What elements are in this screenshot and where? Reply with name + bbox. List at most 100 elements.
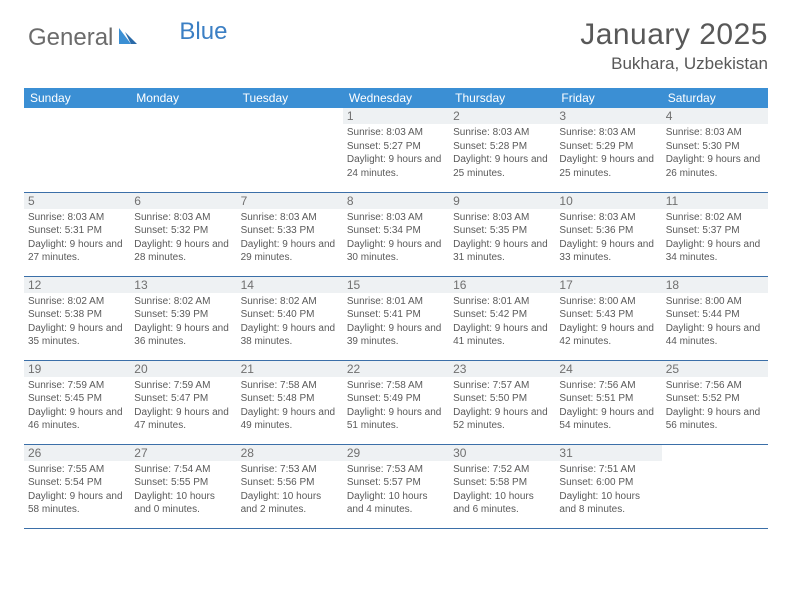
- sunset-line: Sunset: 5:33 PM: [241, 224, 339, 238]
- daylight-line: Daylight: 9 hours and 34 minutes.: [666, 238, 764, 265]
- daylight-line: Daylight: 10 hours and 2 minutes.: [241, 490, 339, 517]
- daylight-line: Daylight: 9 hours and 44 minutes.: [666, 322, 764, 349]
- day-details: Sunrise: 7:53 AMSunset: 5:57 PMDaylight:…: [347, 463, 445, 517]
- day-cell: 12 Sunrise: 8:02 AMSunset: 5:38 PMDayligh…: [24, 276, 130, 360]
- sunset-line: Sunset: 5:47 PM: [134, 392, 232, 406]
- daylight-line: Daylight: 10 hours and 4 minutes.: [347, 490, 445, 517]
- day-details: Sunrise: 8:03 AMSunset: 5:32 PMDaylight:…: [134, 211, 232, 265]
- day-number: 19: [24, 361, 130, 377]
- logo: General Blue: [28, 24, 227, 52]
- day-cell: 6 Sunrise: 8:03 AMSunset: 5:32 PMDaylight…: [130, 192, 236, 276]
- sunset-line: Sunset: 5:39 PM: [134, 308, 232, 322]
- sunset-line: Sunset: 5:29 PM: [559, 140, 657, 154]
- day-number: 10: [555, 193, 661, 209]
- week-row: 19Sunrise: 7:59 AMSunset: 5:45 PMDayligh…: [24, 360, 768, 444]
- day-details: Sunrise: 7:51 AMSunset: 6:00 PMDaylight:…: [559, 463, 657, 517]
- day-number: 12: [24, 277, 130, 293]
- dow-friday: Friday: [555, 88, 661, 108]
- day-cell: 17Sunrise: 8:00 AMSunset: 5:43 PMDayligh…: [555, 276, 661, 360]
- sail-icon: [117, 26, 139, 51]
- day-number: 9: [449, 193, 555, 209]
- daylight-line: Daylight: 10 hours and 8 minutes.: [559, 490, 657, 517]
- day-number: 30: [449, 445, 555, 461]
- daylight-line: Daylight: 9 hours and 51 minutes.: [347, 406, 445, 433]
- day-details: Sunrise: 8:03 AMSunset: 5:35 PMDaylight:…: [453, 211, 551, 265]
- day-details: Sunrise: 7:59 AMSunset: 5:47 PMDaylight:…: [134, 379, 232, 433]
- day-number: 23: [449, 361, 555, 377]
- day-details: Sunrise: 8:01 AMSunset: 5:41 PMDaylight:…: [347, 295, 445, 349]
- dow-saturday: Saturday: [662, 88, 768, 108]
- daylight-line: Daylight: 9 hours and 28 minutes.: [134, 238, 232, 265]
- daylight-line: Daylight: 9 hours and 33 minutes.: [559, 238, 657, 265]
- day-cell: 11Sunrise: 8:02 AMSunset: 5:37 PMDayligh…: [662, 192, 768, 276]
- day-details: Sunrise: 8:00 AMSunset: 5:44 PMDaylight:…: [666, 295, 764, 349]
- location-label: Bukhara, Uzbekistan: [580, 54, 768, 74]
- day-cell: 18Sunrise: 8:00 AMSunset: 5:44 PMDayligh…: [662, 276, 768, 360]
- sunrise-line: Sunrise: 8:03 AM: [453, 126, 551, 140]
- sunrise-line: Sunrise: 8:03 AM: [666, 126, 764, 140]
- day-cell: 13Sunrise: 8:02 AMSunset: 5:39 PMDayligh…: [130, 276, 236, 360]
- sunset-line: Sunset: 5:45 PM: [28, 392, 126, 406]
- dow-sunday: Sunday: [24, 88, 130, 108]
- sunrise-line: Sunrise: 7:58 AM: [347, 379, 445, 393]
- sunset-line: Sunset: 5:44 PM: [666, 308, 764, 322]
- sunset-line: Sunset: 5:37 PM: [666, 224, 764, 238]
- sunrise-line: Sunrise: 8:01 AM: [453, 295, 551, 309]
- daylight-line: Daylight: 9 hours and 24 minutes.: [347, 153, 445, 180]
- sunset-line: Sunset: 5:56 PM: [241, 476, 339, 490]
- day-number: 24: [555, 361, 661, 377]
- sunrise-line: Sunrise: 8:00 AM: [559, 295, 657, 309]
- day-number: 2: [449, 108, 555, 124]
- dow-thursday: Thursday: [449, 88, 555, 108]
- day-cell: 20Sunrise: 7:59 AMSunset: 5:47 PMDayligh…: [130, 360, 236, 444]
- day-number: 22: [343, 361, 449, 377]
- dow-monday: Monday: [130, 88, 236, 108]
- daylight-line: Daylight: 9 hours and 56 minutes.: [666, 406, 764, 433]
- day-details: Sunrise: 8:02 AMSunset: 5:37 PMDaylight:…: [666, 211, 764, 265]
- dow-row: Sunday Monday Tuesday Wednesday Thursday…: [24, 88, 768, 108]
- sunrise-line: Sunrise: 7:53 AM: [241, 463, 339, 477]
- sunrise-line: Sunrise: 7:56 AM: [559, 379, 657, 393]
- day-details: Sunrise: 8:03 AMSunset: 5:34 PMDaylight:…: [347, 211, 445, 265]
- day-number: 31: [555, 445, 661, 461]
- sunrise-line: Sunrise: 7:55 AM: [28, 463, 126, 477]
- daylight-line: Daylight: 9 hours and 27 minutes.: [28, 238, 126, 265]
- day-number: 25: [662, 361, 768, 377]
- day-cell: 1Sunrise: 8:03 AMSunset: 5:27 PMDaylight…: [343, 108, 449, 192]
- daylight-line: Daylight: 9 hours and 38 minutes.: [241, 322, 339, 349]
- day-details: Sunrise: 7:56 AMSunset: 5:51 PMDaylight:…: [559, 379, 657, 433]
- header: General Blue January 2025 Bukhara, Uzbek…: [24, 18, 768, 74]
- day-cell: 30Sunrise: 7:52 AMSunset: 5:58 PMDayligh…: [449, 444, 555, 528]
- day-cell: 28 Sunrise: 7:53 AMSunset: 5:56 PMDayligh…: [237, 444, 343, 528]
- day-cell: [24, 108, 130, 192]
- day-number: 28: [237, 445, 343, 461]
- day-number: 13: [130, 277, 236, 293]
- day-number: 6: [130, 193, 236, 209]
- daylight-line: Daylight: 9 hours and 25 minutes.: [559, 153, 657, 180]
- daylight-line: Daylight: 9 hours and 29 minutes.: [241, 238, 339, 265]
- sunrise-line: Sunrise: 8:03 AM: [453, 211, 551, 225]
- day-details: Sunrise: 8:03 AMSunset: 5:29 PMDaylight:…: [559, 126, 657, 180]
- week-row: 1Sunrise: 8:03 AMSunset: 5:27 PMDaylight…: [24, 108, 768, 192]
- sunrise-line: Sunrise: 8:03 AM: [347, 211, 445, 225]
- day-cell: 25Sunrise: 7:56 AMSunset: 5:52 PMDayligh…: [662, 360, 768, 444]
- day-cell: [130, 108, 236, 192]
- day-details: Sunrise: 8:02 AMSunset: 5:38 PMDaylight:…: [28, 295, 126, 349]
- day-cell: [237, 108, 343, 192]
- day-details: Sunrise: 7:58 AMSunset: 5:48 PMDaylight:…: [241, 379, 339, 433]
- sunrise-line: Sunrise: 8:03 AM: [241, 211, 339, 225]
- sunset-line: Sunset: 5:58 PM: [453, 476, 551, 490]
- day-cell: 10Sunrise: 8:03 AMSunset: 5:36 PMDayligh…: [555, 192, 661, 276]
- daylight-line: Daylight: 9 hours and 41 minutes.: [453, 322, 551, 349]
- day-cell: 24 Sunrise: 7:56 AMSunset: 5:51 PMDayligh…: [555, 360, 661, 444]
- day-number: 15: [343, 277, 449, 293]
- week-row: 26Sunrise: 7:55 AMSunset: 5:54 PMDayligh…: [24, 444, 768, 528]
- sunrise-line: Sunrise: 8:02 AM: [666, 211, 764, 225]
- day-cell: 15 Sunrise: 8:01 AMSunset: 5:41 PMDayligh…: [343, 276, 449, 360]
- sunset-line: Sunset: 5:34 PM: [347, 224, 445, 238]
- daylight-line: Daylight: 9 hours and 54 minutes.: [559, 406, 657, 433]
- day-number: 17: [555, 277, 661, 293]
- sunrise-line: Sunrise: 7:52 AM: [453, 463, 551, 477]
- daylight-line: Daylight: 9 hours and 47 minutes.: [134, 406, 232, 433]
- sunrise-line: Sunrise: 8:03 AM: [559, 211, 657, 225]
